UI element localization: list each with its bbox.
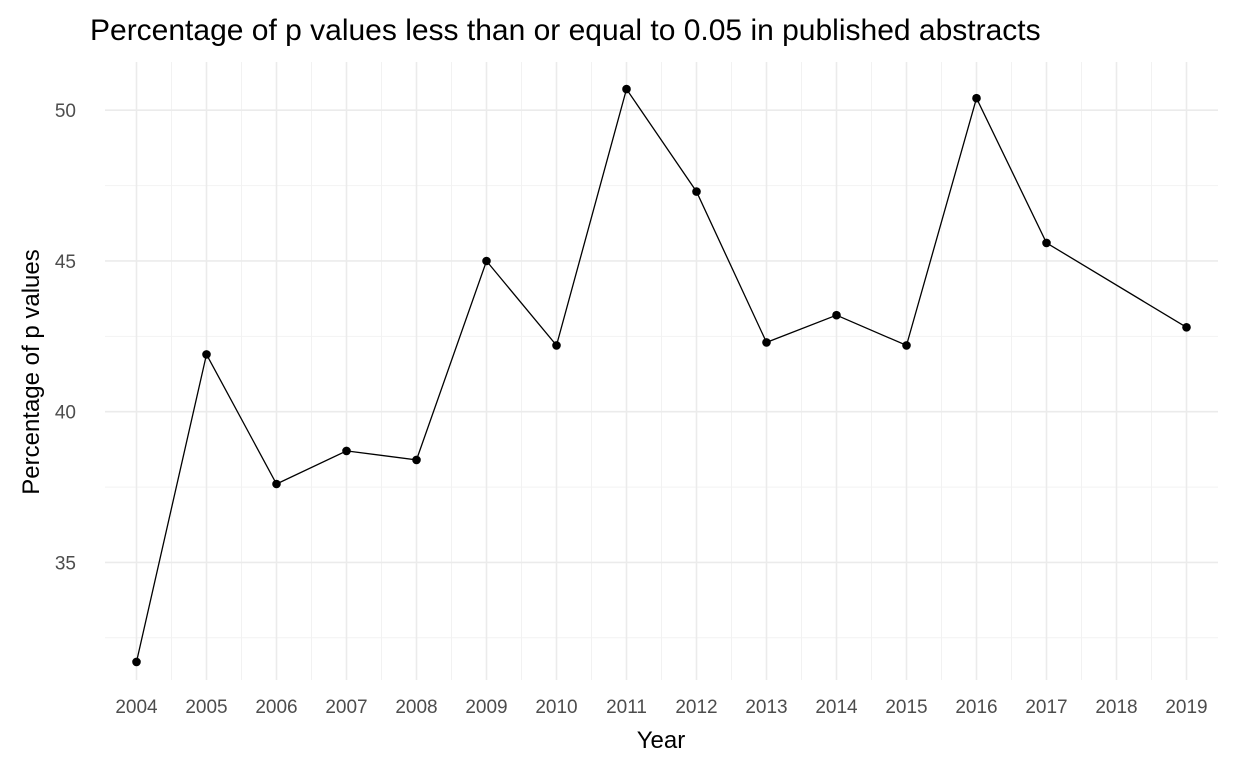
x-tick-label: 2011 [606,697,647,718]
y-tick-label: 45 [55,252,76,273]
data-point [832,310,841,320]
data-point [202,350,211,359]
data-point [1182,323,1191,332]
data-point [412,455,421,465]
x-tick-label: 2010 [535,697,577,718]
x-tick-label: 2014 [815,697,858,718]
x-tick-label: 2016 [955,697,997,718]
series-layer [132,84,1191,667]
data-point [972,93,981,103]
x-tick-label: 2015 [885,697,927,718]
data-point [692,187,701,196]
y-tick-label: 50 [55,101,76,122]
data-point [902,341,911,350]
x-tick-label: 2009 [465,697,507,718]
x-tick-label: 2007 [325,697,367,718]
x-tick-label: 2008 [395,697,437,718]
data-point [272,479,281,489]
y-axis-title: Percentage of p values [18,249,45,495]
x-tick-label: 2006 [255,697,297,718]
y-axis-ticks: 35 40 45 50 [55,101,76,574]
x-tick-label: 2017 [1025,697,1067,718]
x-tick-label: 2019 [1165,697,1207,718]
data-point [132,657,141,667]
x-tick-label: 2005 [185,697,227,718]
x-tick-label: 2013 [745,697,787,718]
x-axis-title: Year [637,727,686,754]
x-tick-label: 2012 [675,697,717,718]
grid [105,62,1218,680]
x-tick-label: 2004 [115,697,158,718]
y-tick-label: 35 [55,553,76,574]
data-point [342,446,351,456]
data-point [762,338,771,347]
chart-title: Percentage of p values less than or equa… [90,14,1041,47]
x-tick-label: 2018 [1095,697,1137,718]
data-point [1042,238,1051,248]
data-point [622,84,631,94]
x-axis-ticks: 2004 2005 2006 2007 2008 2009 2010 2011 2012 2013… [115,697,1207,718]
data-point [482,256,491,266]
y-tick-label: 40 [55,403,76,424]
data-point [552,341,561,350]
